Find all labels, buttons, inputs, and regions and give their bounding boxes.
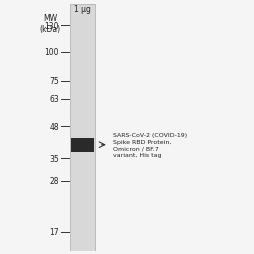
Text: 130: 130 — [44, 22, 59, 30]
FancyBboxPatch shape — [70, 5, 95, 251]
Text: 1 μg: 1 μg — [74, 5, 91, 13]
Text: 35: 35 — [49, 154, 59, 163]
Text: 17: 17 — [49, 227, 59, 236]
Text: MW
(kDa): MW (kDa) — [39, 13, 60, 34]
Text: 48: 48 — [49, 122, 59, 131]
Text: 75: 75 — [49, 77, 59, 86]
Text: SARS-CoV-2 (COVID-19)
Spike RBD Protein,
Omicron / BF.7
variant, His tag: SARS-CoV-2 (COVID-19) Spike RBD Protein,… — [112, 133, 186, 157]
FancyBboxPatch shape — [71, 138, 93, 152]
Text: 100: 100 — [44, 48, 59, 57]
Text: 63: 63 — [49, 95, 59, 104]
Text: 28: 28 — [49, 177, 59, 186]
